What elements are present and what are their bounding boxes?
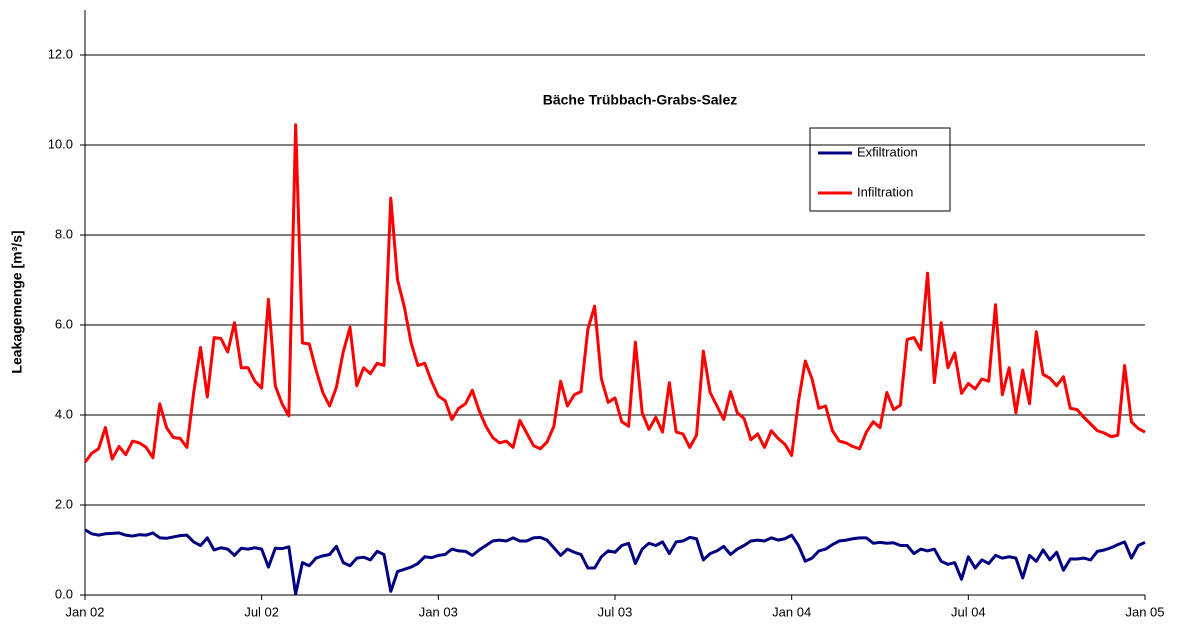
x-tick-label: Jan 03 (419, 604, 458, 619)
legend-label: Exfiltration (857, 144, 918, 159)
y-tick-label: 0.0 (55, 586, 73, 601)
chart-title: Bäche Trübbach-Grabs-Salez (543, 92, 738, 108)
y-tick-label: 10.0 (48, 136, 73, 151)
y-tick-label: 8.0 (55, 226, 73, 241)
y-tick-label: 6.0 (55, 316, 73, 331)
series-line (83, 123, 1146, 464)
y-tick-label: 2.0 (55, 496, 73, 511)
x-tick-label: Jan 02 (65, 604, 104, 619)
x-tick-label: Jul 03 (598, 604, 633, 619)
legend (809, 127, 951, 212)
y-tick-label: 12.0 (48, 46, 73, 61)
series-line (84, 528, 1146, 596)
x-tick-label: Jul 02 (244, 604, 279, 619)
x-tick-label: Jan 05 (1125, 604, 1164, 619)
y-tick-label: 4.0 (55, 406, 73, 421)
y-axis-label: Leakagemenge [m³/s] (9, 230, 25, 373)
x-tick-label: Jan 04 (772, 604, 811, 619)
x-tick-label: Jul 04 (951, 604, 986, 619)
legend-label: Infiltration (857, 184, 913, 199)
